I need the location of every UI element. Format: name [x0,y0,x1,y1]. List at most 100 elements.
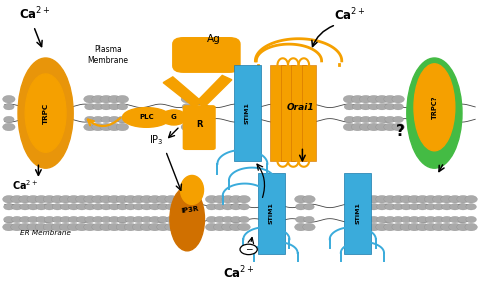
Circle shape [214,195,226,203]
Circle shape [35,223,48,231]
Circle shape [441,223,453,231]
Circle shape [181,95,193,103]
Circle shape [400,223,412,231]
Circle shape [69,204,79,210]
Circle shape [133,216,144,223]
Text: Ca$^{2+}$: Ca$^{2+}$ [19,5,51,22]
Circle shape [295,223,307,231]
Circle shape [377,104,387,110]
Circle shape [60,195,72,203]
Circle shape [360,95,372,103]
Circle shape [100,123,112,131]
Circle shape [360,195,372,203]
Circle shape [223,204,233,210]
Circle shape [377,116,387,123]
Circle shape [360,223,372,231]
Circle shape [150,216,160,223]
Circle shape [408,195,420,203]
Text: IP$_3$: IP$_3$ [149,134,163,147]
FancyBboxPatch shape [173,38,240,72]
Circle shape [343,95,356,103]
Circle shape [296,216,306,223]
Circle shape [215,204,225,210]
Circle shape [142,204,152,210]
Circle shape [238,195,250,203]
Circle shape [133,204,144,210]
Text: R: R [196,120,203,129]
Circle shape [384,195,396,203]
Circle shape [352,116,363,123]
Circle shape [100,95,112,103]
Circle shape [109,116,120,123]
Circle shape [450,204,460,210]
Circle shape [117,216,128,223]
Circle shape [51,223,64,231]
Circle shape [132,223,145,231]
Circle shape [385,116,396,123]
Circle shape [101,216,111,223]
Circle shape [392,223,404,231]
Circle shape [116,223,129,231]
Text: Ag: Ag [207,34,220,44]
Circle shape [424,195,437,203]
Text: STIM1: STIM1 [355,202,360,224]
Circle shape [432,223,445,231]
Text: Orai1: Orai1 [287,103,315,112]
Bar [291,65,306,161]
Ellipse shape [170,187,204,251]
Bar [234,65,261,161]
Circle shape [344,116,355,123]
Circle shape [156,195,169,203]
Text: STIM1: STIM1 [245,102,250,124]
Circle shape [2,95,15,103]
Circle shape [304,204,314,210]
Circle shape [392,95,404,103]
Circle shape [93,116,103,123]
Text: IP3R: IP3R [180,206,199,215]
Circle shape [239,204,249,210]
Text: ?: ? [396,124,405,139]
Circle shape [84,204,95,210]
Ellipse shape [180,175,204,204]
Circle shape [109,216,120,223]
Circle shape [2,123,15,131]
Polygon shape [163,77,202,107]
Circle shape [205,195,218,203]
Circle shape [449,223,461,231]
Circle shape [360,116,371,123]
Ellipse shape [122,108,170,127]
Circle shape [206,216,217,223]
Circle shape [157,204,168,210]
Circle shape [84,123,96,131]
Circle shape [296,204,306,210]
Circle shape [369,216,379,223]
Circle shape [392,123,404,131]
Circle shape [60,204,71,210]
Circle shape [417,204,428,210]
Circle shape [77,216,87,223]
Circle shape [60,223,72,231]
Circle shape [84,195,96,203]
Circle shape [408,223,420,231]
Circle shape [384,223,396,231]
Circle shape [116,195,129,203]
Circle shape [368,223,380,231]
Circle shape [417,216,428,223]
Circle shape [433,204,444,210]
Circle shape [231,204,241,210]
Ellipse shape [18,58,73,168]
Ellipse shape [407,58,462,168]
Bar [281,65,295,161]
Circle shape [125,216,136,223]
Circle shape [351,123,364,131]
Circle shape [278,123,291,131]
Circle shape [385,216,396,223]
Circle shape [108,95,120,103]
Circle shape [433,216,444,223]
Circle shape [182,116,192,123]
Circle shape [385,204,396,210]
Circle shape [157,216,168,223]
Circle shape [84,104,95,110]
Circle shape [92,223,104,231]
Circle shape [52,216,63,223]
